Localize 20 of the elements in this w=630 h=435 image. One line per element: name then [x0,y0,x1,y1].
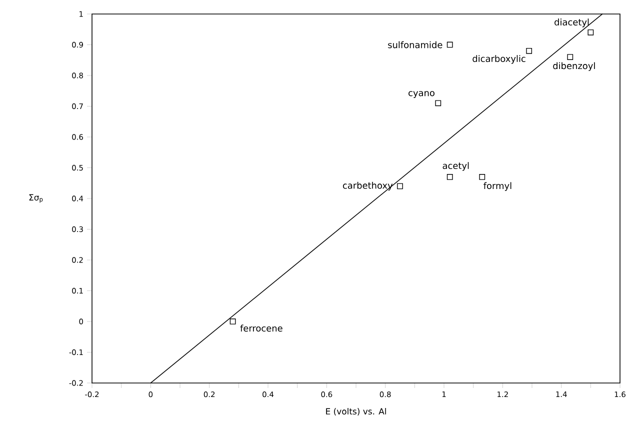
annotation: dibenzoyl [553,62,595,71]
annotation: ferrocene [240,324,282,332]
annotation: carbethoxy [342,182,393,191]
point [397,183,403,190]
point [526,48,532,54]
point [479,174,486,180]
point [446,174,453,180]
annotation: dicarboxylic [472,55,526,64]
annotation: formyl [484,182,512,191]
point [435,100,442,106]
annotation: diacetyl [554,18,589,28]
point [446,42,453,48]
annotation: sulfonamide [388,41,442,48]
point [230,318,236,324]
annotation: cyano [408,91,434,98]
y-axis-title: Σσ$_{p}$ [29,194,43,203]
point [567,54,574,60]
annotation: acetyl [442,162,469,171]
x-axis-title: E (volts) vs. Al [326,408,386,416]
point [588,29,594,36]
